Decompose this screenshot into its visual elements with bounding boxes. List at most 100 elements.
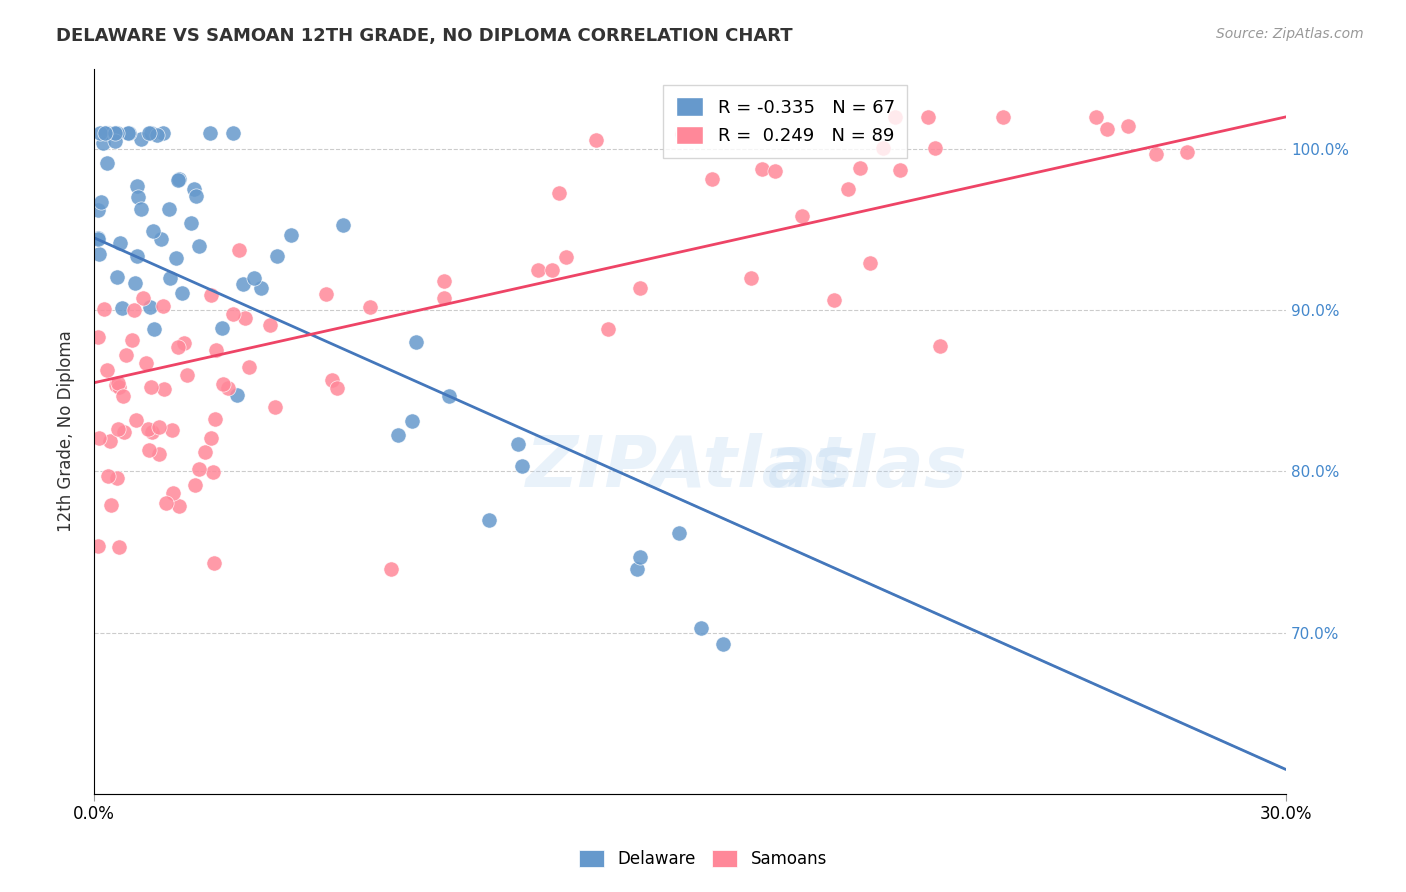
Point (225, 388, 247, 402)
Point (127, 190, 149, 204)
Point (118, 126, 141, 140)
Point (122, 302, 145, 317)
Point (94, 126, 117, 140)
Legend: Delaware, Samoans: Delaware, Samoans (572, 843, 834, 875)
Point (1118, 119, 1140, 133)
Point (125, 249, 148, 263)
Y-axis label: 12th Grade, No Diploma: 12th Grade, No Diploma (58, 330, 75, 532)
Point (478, 513, 501, 527)
Point (138, 442, 160, 457)
Point (387, 428, 409, 442)
Point (112, 389, 135, 403)
Point (250, 281, 273, 295)
Point (510, 459, 533, 474)
Point (200, 431, 222, 445)
Point (89, 126, 111, 140)
Point (526, 263, 548, 277)
Point (321, 373, 343, 387)
Point (506, 437, 529, 451)
Point (141, 425, 163, 439)
Point (166, 172, 188, 186)
Point (628, 549, 651, 564)
Point (266, 249, 288, 263)
Point (114, 348, 136, 362)
Point (711, 637, 734, 651)
Point (87, 230, 110, 244)
Point (87, 329, 110, 343)
Point (162, 486, 184, 500)
Point (136, 422, 159, 436)
Point (108, 380, 131, 394)
Point (124, 412, 146, 426)
Point (89, 431, 111, 445)
Point (259, 318, 281, 333)
Point (198, 126, 221, 140)
Point (135, 356, 157, 370)
Point (823, 293, 845, 307)
Point (141, 126, 163, 140)
Point (872, 141, 894, 155)
Text: atlas: atlas (768, 433, 967, 502)
Point (548, 186, 571, 201)
Point (107, 270, 129, 285)
Point (204, 411, 226, 425)
Point (405, 334, 427, 349)
Point (89, 247, 111, 261)
Point (315, 287, 337, 301)
Point (108, 236, 131, 251)
Point (104, 134, 127, 148)
Text: ZIPAtlas: ZIPAtlas (526, 433, 855, 502)
Point (1084, 110, 1107, 124)
Point (159, 270, 181, 285)
Point (183, 478, 205, 492)
Point (121, 333, 143, 347)
Point (848, 161, 870, 175)
Point (763, 164, 786, 178)
Point (87, 540, 110, 554)
Point (202, 556, 225, 570)
Point (105, 126, 128, 140)
Point (97, 468, 120, 483)
Point (162, 423, 184, 437)
Point (107, 422, 129, 436)
Point (148, 447, 170, 461)
Point (917, 110, 939, 124)
Point (332, 218, 354, 232)
Point (238, 359, 260, 374)
Point (125, 178, 148, 193)
Point (1144, 146, 1167, 161)
Point (740, 271, 762, 285)
Point (90, 194, 112, 209)
Point (166, 340, 188, 354)
Point (689, 621, 711, 635)
Point (222, 126, 245, 140)
Point (107, 376, 129, 390)
Point (222, 307, 245, 321)
Point (173, 335, 195, 350)
Point (217, 381, 239, 395)
Point (280, 227, 302, 242)
Point (585, 133, 607, 147)
Point (98, 434, 121, 448)
Point (433, 274, 456, 288)
Point (129, 131, 152, 145)
Point (433, 291, 456, 305)
Point (233, 310, 256, 325)
Point (142, 322, 165, 336)
Point (170, 286, 193, 301)
Point (232, 277, 254, 292)
Point (132, 292, 155, 306)
Point (167, 171, 190, 186)
Text: DELAWARE VS SAMOAN 12TH GRADE, NO DIPLOMA CORRELATION CHART: DELAWARE VS SAMOAN 12TH GRADE, NO DIPLOM… (56, 27, 793, 45)
Point (264, 400, 287, 414)
Point (108, 540, 131, 554)
Point (165, 251, 187, 265)
Point (184, 189, 207, 203)
Point (380, 562, 402, 576)
Point (157, 202, 180, 217)
Text: Source: ZipAtlas.com: Source: ZipAtlas.com (1216, 27, 1364, 41)
Point (928, 339, 950, 353)
Point (211, 321, 233, 335)
Point (96, 126, 118, 140)
Point (541, 263, 564, 277)
